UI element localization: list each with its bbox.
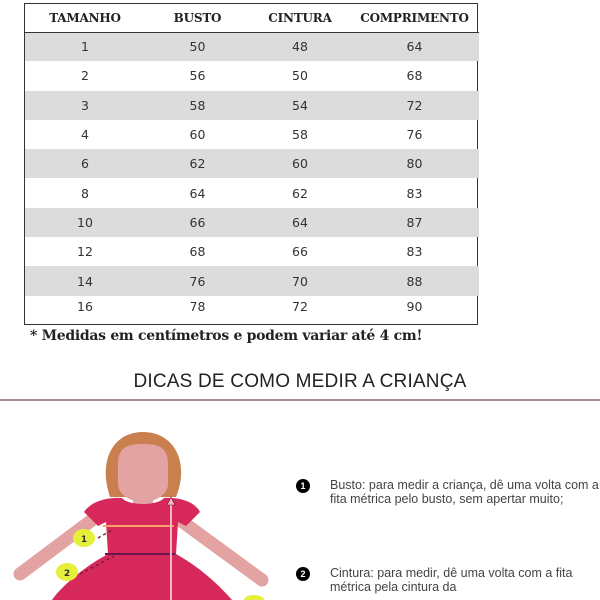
cell-bust: 68 [189, 244, 206, 260]
child-measurement-illustration: 1 2 [0, 402, 290, 600]
cell-size: 4 [81, 127, 89, 143]
table-row: 6 62 60 80 [25, 149, 479, 179]
cell-length: 72 [350, 90, 479, 120]
number-1-icon: 1 [296, 479, 310, 493]
cell-length: 83 [406, 185, 423, 201]
cell-bust: 76 [145, 266, 250, 296]
table-row: 10 66 64 87 [25, 207, 479, 238]
cell-waist: 66 [292, 244, 308, 260]
tips-title: DICAS DE COMO MEDIR A CRIANÇA [133, 371, 467, 392]
svg-text:1: 1 [81, 535, 87, 545]
svg-text:2: 2 [64, 569, 70, 579]
cell-length: 76 [406, 127, 423, 143]
cell-waist: 48 [250, 32, 350, 62]
cell-size: 16 [77, 298, 93, 314]
cell-length: 83 [406, 244, 423, 260]
cell-waist: 72 [292, 298, 308, 314]
cell-size: 14 [25, 266, 145, 296]
cell-length: 90 [406, 298, 423, 314]
cell-waist: 50 [292, 68, 308, 84]
tip-text: Busto: para medir a criança, dê uma volt… [330, 478, 599, 506]
table-row: 1 50 48 64 [25, 32, 479, 62]
measurement-note: * Medidas em centímetros e podem variar … [30, 328, 423, 344]
cell-size: 3 [25, 90, 145, 120]
table-row: 4 60 58 76 [25, 120, 479, 149]
cell-size: 1 [25, 32, 145, 62]
table-row: 8 64 62 83 [25, 178, 479, 207]
number-2-icon: 2 [296, 567, 310, 581]
cell-bust: 78 [189, 298, 206, 314]
divider [0, 399, 600, 401]
cell-length: 68 [406, 68, 423, 84]
header-waist: CINTURA [250, 4, 350, 33]
cell-waist: 70 [250, 266, 350, 296]
cell-length: 80 [350, 149, 479, 179]
table-row: 3 58 54 72 [25, 90, 479, 120]
cell-bust: 58 [145, 90, 250, 120]
cell-length: 64 [350, 32, 479, 62]
size-table: TAMANHO BUSTO CINTURA COMPRIMENTO 1 50 4… [25, 4, 479, 317]
cell-waist: 54 [250, 90, 350, 120]
table-row: 12 68 66 83 [25, 237, 479, 266]
tip-waist: 2 Cintura: para medir, dê uma volta com … [296, 566, 600, 594]
header-size: TAMANHO [25, 4, 145, 33]
cell-size: 2 [81, 68, 89, 84]
cell-waist: 64 [250, 207, 350, 238]
cell-size: 6 [25, 149, 145, 179]
tip-bust: 1 Busto: para medir a criança, dê uma vo… [296, 478, 600, 506]
cell-bust: 66 [145, 207, 250, 238]
cell-waist: 58 [292, 127, 308, 143]
cell-length: 87 [350, 207, 479, 238]
cell-bust: 60 [189, 127, 206, 143]
tip-text: Cintura: para medir, dê uma volta com a … [330, 566, 573, 594]
cell-size: 12 [77, 244, 93, 260]
cell-waist: 62 [292, 185, 308, 201]
cell-bust: 56 [189, 68, 206, 84]
cell-bust: 50 [145, 32, 250, 62]
header-length: COMPRIMENTO [350, 4, 479, 33]
cell-size: 8 [81, 185, 89, 201]
table-row: 16 78 72 90 [25, 296, 479, 317]
girl-figure-icon: 1 2 [13, 432, 269, 600]
header-bust: BUSTO [145, 4, 250, 33]
table-row: 14 76 70 88 [25, 266, 479, 296]
table-row: 2 56 50 68 [25, 61, 479, 90]
cell-length: 88 [350, 266, 479, 296]
cell-bust: 64 [189, 185, 206, 201]
table-header-row: TAMANHO BUSTO CINTURA COMPRIMENTO [25, 4, 479, 33]
cell-bust: 62 [145, 149, 250, 179]
cell-waist: 60 [250, 149, 350, 179]
size-chart-table: TAMANHO BUSTO CINTURA COMPRIMENTO 1 50 4… [24, 3, 479, 325]
cell-size: 10 [25, 207, 145, 238]
